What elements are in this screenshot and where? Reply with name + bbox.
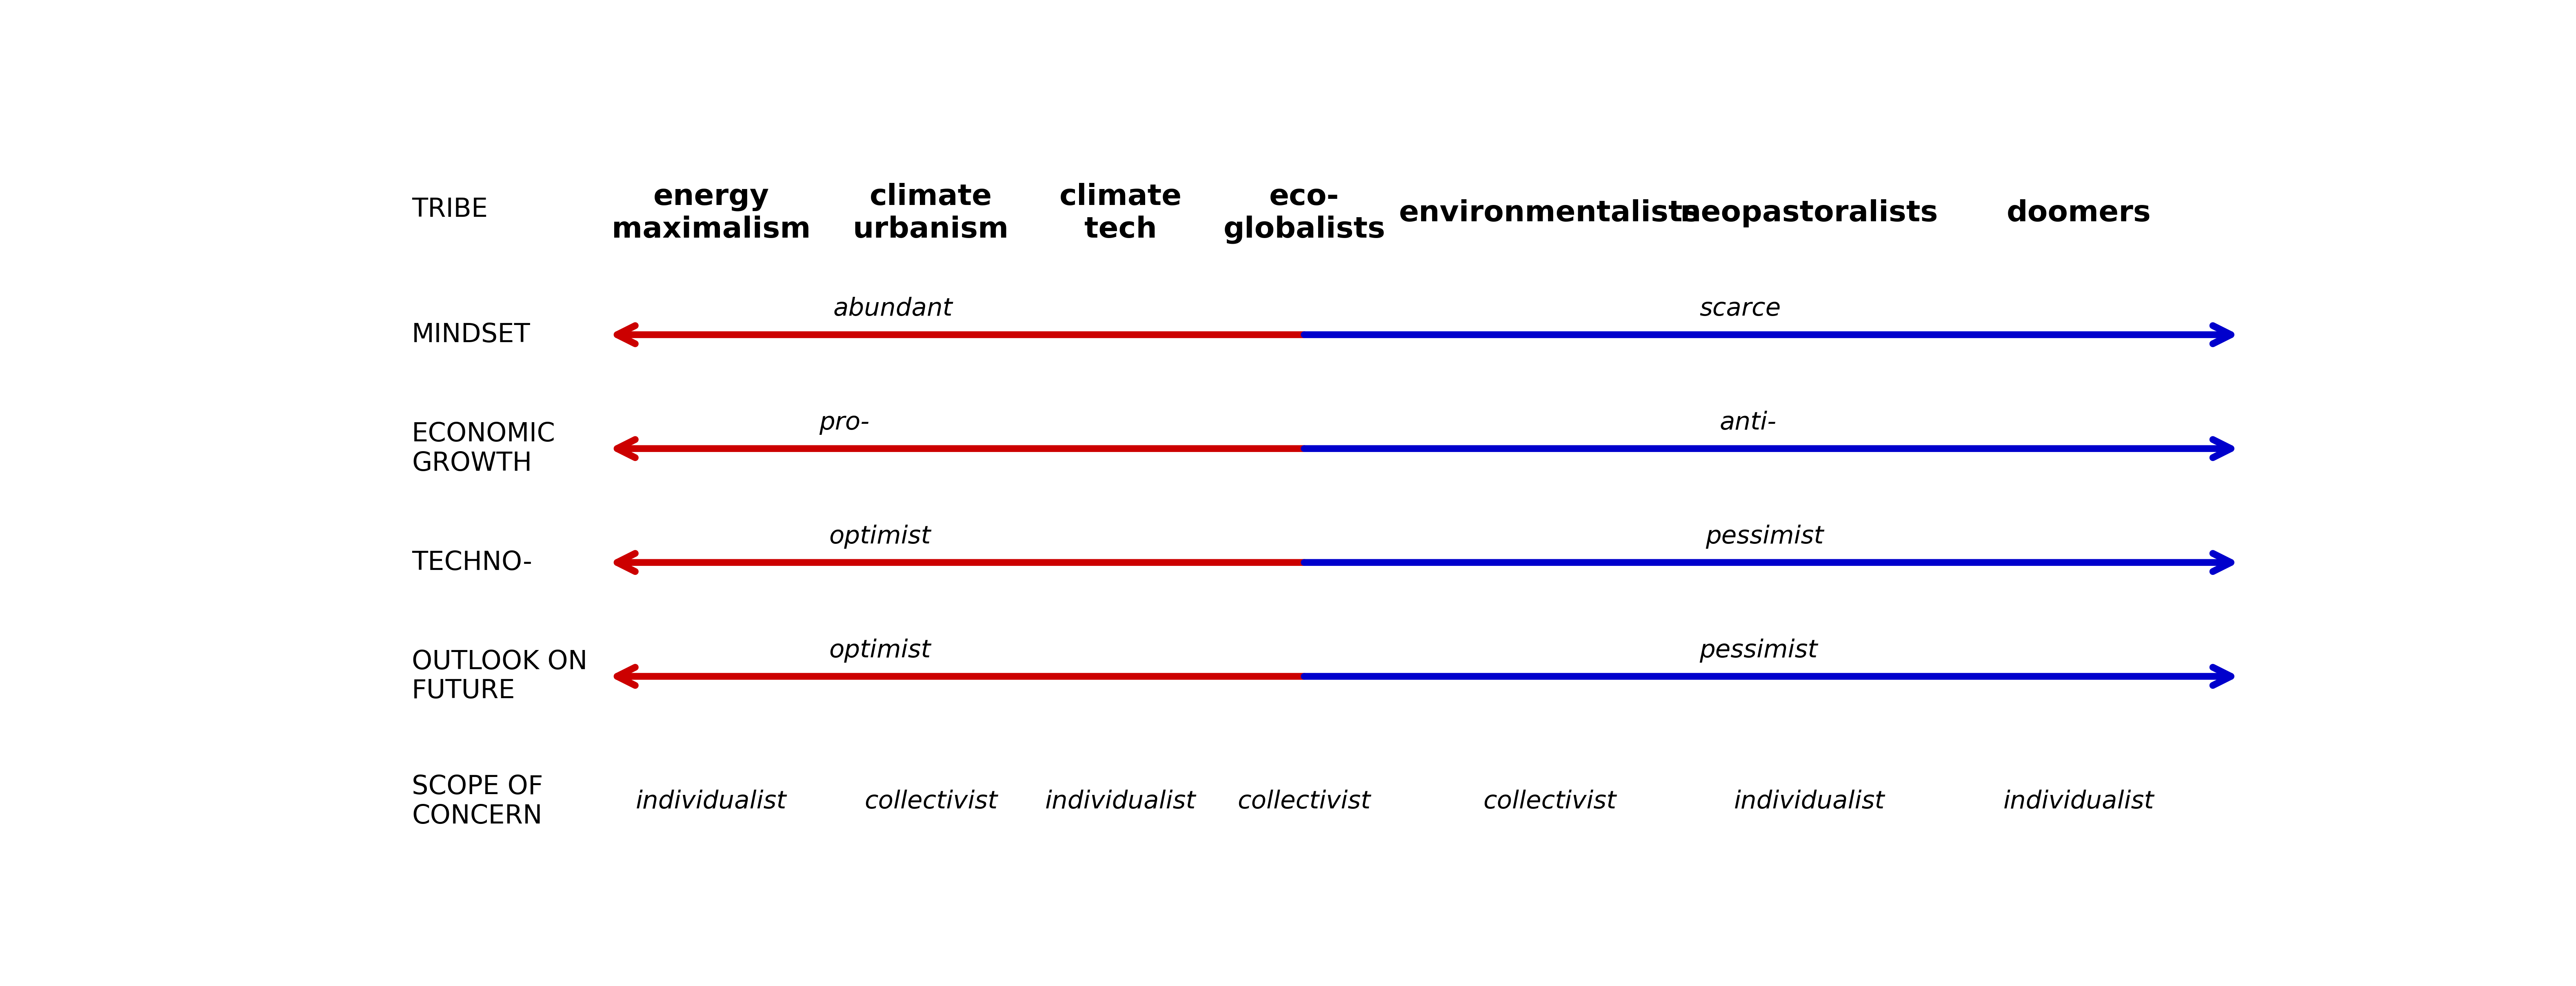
Text: collectivist: collectivist — [1484, 790, 1615, 813]
Text: collectivist: collectivist — [866, 790, 997, 813]
Text: optimist: optimist — [829, 525, 930, 549]
Text: environmentalists: environmentalists — [1399, 199, 1700, 228]
Text: individualist: individualist — [2004, 790, 2154, 813]
Text: pro-: pro- — [819, 411, 871, 435]
Text: SCOPE OF
CONCERN: SCOPE OF CONCERN — [412, 774, 544, 829]
Text: individualist: individualist — [1734, 790, 1886, 813]
Text: individualist: individualist — [1046, 790, 1195, 813]
Text: collectivist: collectivist — [1236, 790, 1370, 813]
Text: TRIBE: TRIBE — [412, 197, 487, 222]
Text: energy
maximalism: energy maximalism — [613, 182, 811, 244]
Text: abundant: abundant — [832, 297, 953, 321]
Text: OUTLOOK ON
FUTURE: OUTLOOK ON FUTURE — [412, 649, 587, 704]
Text: individualist: individualist — [636, 790, 786, 813]
Text: optimist: optimist — [829, 639, 930, 663]
Text: TECHNO-: TECHNO- — [412, 550, 533, 575]
Text: climate
tech: climate tech — [1059, 182, 1182, 244]
Text: scarce: scarce — [1700, 297, 1780, 321]
Text: neopastoralists: neopastoralists — [1680, 199, 1937, 228]
Text: pessimist: pessimist — [1705, 525, 1824, 549]
Text: eco-
globalists: eco- globalists — [1224, 182, 1386, 244]
Text: MINDSET: MINDSET — [412, 322, 531, 347]
Text: ECONOMIC
GROWTH: ECONOMIC GROWTH — [412, 421, 556, 476]
Text: pessimist: pessimist — [1700, 639, 1819, 663]
Text: anti-: anti- — [1721, 411, 1777, 435]
Text: climate
urbanism: climate urbanism — [853, 182, 1010, 244]
Text: doomers: doomers — [2007, 199, 2151, 228]
